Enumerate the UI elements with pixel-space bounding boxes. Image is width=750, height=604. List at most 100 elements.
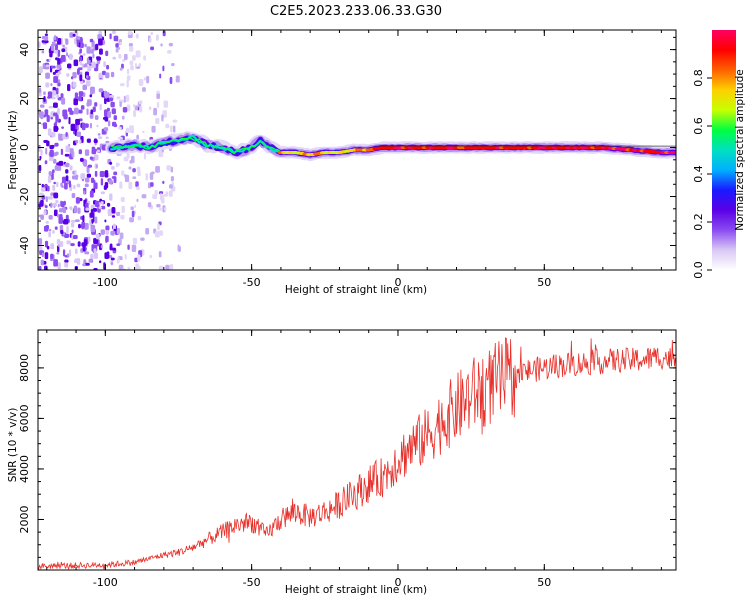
spectrogram-cell	[92, 207, 98, 212]
spectrogram-cell	[127, 31, 132, 35]
spectrogram-cell	[73, 59, 79, 67]
spectrogram-cell	[52, 184, 56, 192]
spectrogram-cell	[88, 56, 92, 61]
spectrogram-cell	[109, 97, 114, 102]
spectrogram-cell	[50, 82, 53, 87]
spectrogram-cell	[143, 77, 147, 81]
spectrogram-cell	[56, 64, 62, 69]
spectrogram-cell	[61, 97, 66, 105]
spectrogram-cell	[52, 158, 57, 164]
spectrogram-cell	[141, 194, 147, 199]
spectrogram-cell	[74, 107, 79, 115]
spectrogram-cell	[156, 203, 161, 208]
spectrogram-cell	[171, 62, 175, 67]
spectrogram-cell	[39, 104, 45, 108]
spectrogram-cell	[57, 49, 61, 57]
spectrogram-cell	[136, 166, 141, 172]
spectrogram-cell	[70, 123, 76, 131]
spectrogram-cell	[80, 173, 86, 180]
spectrogram-cell	[40, 200, 44, 207]
spectrogram-cell	[45, 147, 48, 155]
spectrogram-cell	[119, 232, 124, 240]
colorbar-label: Normalized spectral amplitude	[734, 69, 746, 230]
spectrogram-cell	[115, 48, 119, 53]
spectrogram-x-label: Height of straight line (km)	[285, 284, 427, 296]
spectrogram-cell	[163, 100, 169, 108]
y-tick-label: -20	[18, 188, 31, 206]
spectrogram-cell	[112, 56, 117, 60]
spectrogram-cell	[110, 230, 114, 236]
spectrogram-cell	[42, 63, 45, 70]
spectrogram-cell	[118, 126, 122, 130]
spectrogram-cell	[77, 36, 81, 41]
spectrogram-cell	[124, 254, 127, 260]
colorbar: 0.0 0.2 0.4 0.6 0.8 Normalized spectral ampl…	[692, 30, 746, 279]
spectrogram-cell	[53, 112, 58, 117]
spectrogram-cell	[59, 241, 64, 248]
spectrogram-cell	[98, 38, 103, 46]
spectrogram-cell	[137, 170, 141, 177]
spectrogram-cell	[66, 225, 69, 234]
spectrogram-cell	[162, 180, 165, 184]
spectrogram-cell	[110, 101, 115, 108]
spectrogram-cell	[89, 219, 92, 226]
spectrogram-cell	[56, 213, 60, 218]
spectrogram-cell	[62, 219, 66, 225]
spectrogram-cell	[50, 96, 56, 100]
spectrogram-cell	[86, 108, 89, 116]
spectrogram-cell	[169, 264, 174, 270]
snr-x-axis: -100 -50 0 50	[46, 330, 662, 589]
spectrogram-cell	[89, 190, 94, 198]
spectrogram-cell	[105, 136, 109, 140]
spectrogram-cell	[121, 170, 125, 176]
spectrogram-cell	[134, 105, 138, 111]
spectrogram-cell	[90, 109, 94, 115]
spectrogram-cell	[95, 164, 98, 168]
spectrogram-cell	[155, 118, 160, 124]
spectrogram-cell	[54, 165, 59, 171]
spectrogram-cell	[78, 109, 83, 114]
spectrogram-cell	[104, 170, 109, 178]
spectrogram-cell	[142, 130, 145, 134]
spectrogram-cell	[75, 248, 78, 255]
spectrogram-cell	[90, 86, 95, 94]
spectrogram-cell	[93, 139, 98, 144]
spectrogram-cell	[140, 237, 145, 241]
y-tick-label: -40	[18, 237, 31, 255]
spectrogram-cell	[48, 231, 51, 238]
spectrogram-cell	[41, 252, 44, 258]
spectrogram-cell	[57, 97, 63, 101]
spectrogram-cell	[108, 179, 113, 185]
colorbar-tick-label: 0.8	[692, 69, 705, 87]
spectrogram-cell	[39, 111, 44, 118]
spectrogram-cell	[48, 105, 54, 109]
spectrogram-cell	[64, 182, 68, 190]
y-tick-label: 4000	[18, 455, 31, 483]
spectrogram-cell	[81, 122, 86, 131]
spectrogram-cell	[72, 234, 78, 240]
spectrogram-cell	[123, 53, 128, 60]
spectrogram-cell	[112, 30, 116, 34]
spectrogram-cell	[100, 229, 105, 235]
spectrogram-cell	[40, 259, 44, 266]
spectrogram-cell	[72, 71, 77, 79]
spectrogram-cell	[57, 71, 62, 75]
spectrogram-cell	[51, 41, 56, 47]
spectrogram-cell	[146, 75, 150, 84]
spectrogram-cell	[53, 125, 59, 132]
ridge-core	[671, 150, 676, 155]
spectrogram-cell	[95, 233, 100, 240]
spectrogram-cell	[86, 75, 89, 79]
spectrogram-cell	[86, 138, 91, 143]
spectrogram-cell	[61, 126, 64, 129]
snr-y-axis: 2000 4000 6000 8000	[18, 329, 676, 571]
y-tick-label: 8000	[18, 354, 31, 382]
spectrogram-cell	[87, 164, 93, 168]
colorbar-tick-label: 0.0	[692, 261, 705, 279]
spectrogram-cell	[120, 83, 125, 87]
spectrogram-cell	[97, 34, 103, 40]
spectrogram-cell	[104, 181, 109, 189]
spectrogram-cell	[85, 262, 90, 266]
snr-x-label: Height of straight line (km)	[285, 584, 427, 596]
spectrogram-cell	[129, 217, 134, 223]
